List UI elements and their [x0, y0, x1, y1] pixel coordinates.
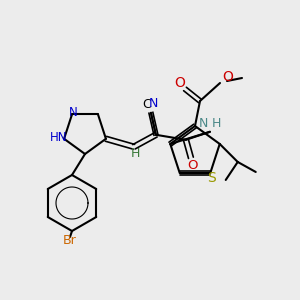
Text: S: S — [207, 171, 216, 185]
Text: HN: HN — [50, 131, 68, 144]
Text: C: C — [142, 98, 151, 111]
Text: N: N — [199, 117, 208, 130]
Text: N: N — [69, 106, 77, 119]
Text: O: O — [223, 70, 233, 84]
Text: O: O — [175, 76, 185, 90]
Text: H: H — [131, 147, 141, 160]
Text: O: O — [188, 159, 198, 172]
Text: H: H — [212, 117, 221, 130]
Text: N: N — [149, 97, 159, 110]
Text: Br: Br — [63, 235, 77, 248]
